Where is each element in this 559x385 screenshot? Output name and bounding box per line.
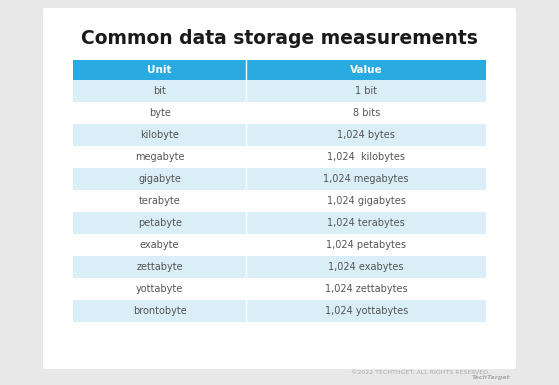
Text: bit: bit [153,86,166,96]
FancyBboxPatch shape [73,234,486,256]
Text: 1,024 megabytes: 1,024 megabytes [324,174,409,184]
Text: 8 bits: 8 bits [353,108,380,118]
Text: Common data storage measurements: Common data storage measurements [81,28,478,47]
Text: Unit: Unit [148,65,172,75]
FancyBboxPatch shape [73,168,486,190]
Text: exabyte: exabyte [140,240,179,250]
Text: 1,024 bytes: 1,024 bytes [337,130,395,140]
Text: gigabyte: gigabyte [138,174,181,184]
Text: megabyte: megabyte [135,152,184,162]
Text: yottabyte: yottabyte [136,284,183,294]
Text: 1,024 exabytes: 1,024 exabytes [329,262,404,272]
Text: byte: byte [149,108,170,118]
FancyBboxPatch shape [43,8,516,369]
FancyBboxPatch shape [73,300,486,322]
FancyBboxPatch shape [73,60,486,80]
Text: Value: Value [350,65,382,75]
Text: 1,024 yottabytes: 1,024 yottabytes [325,306,408,316]
FancyBboxPatch shape [73,102,486,124]
FancyBboxPatch shape [73,256,486,278]
Text: 1,024  kilobytes: 1,024 kilobytes [327,152,405,162]
Text: brontobyte: brontobyte [133,306,187,316]
Text: 1 bit: 1 bit [355,86,377,96]
FancyBboxPatch shape [73,124,486,146]
Text: 1,024 zettabytes: 1,024 zettabytes [325,284,408,294]
FancyBboxPatch shape [73,278,486,300]
Text: zettabyte: zettabyte [136,262,183,272]
Text: 1,024 gigabytes: 1,024 gigabytes [327,196,406,206]
FancyBboxPatch shape [73,212,486,234]
FancyBboxPatch shape [73,190,486,212]
Text: petabyte: petabyte [138,218,182,228]
Text: kilobyte: kilobyte [140,130,179,140]
Text: terabyte: terabyte [139,196,181,206]
FancyBboxPatch shape [73,80,486,102]
Text: ©2022 TECHTHGET. ALL RIGHTS RESERVED.: ©2022 TECHTHGET. ALL RIGHTS RESERVED. [351,370,490,375]
Text: 1,024 terabytes: 1,024 terabytes [328,218,405,228]
Text: TechTarget: TechTarget [471,375,510,380]
Text: 1,024 petabytes: 1,024 petabytes [326,240,406,250]
FancyBboxPatch shape [73,146,486,168]
